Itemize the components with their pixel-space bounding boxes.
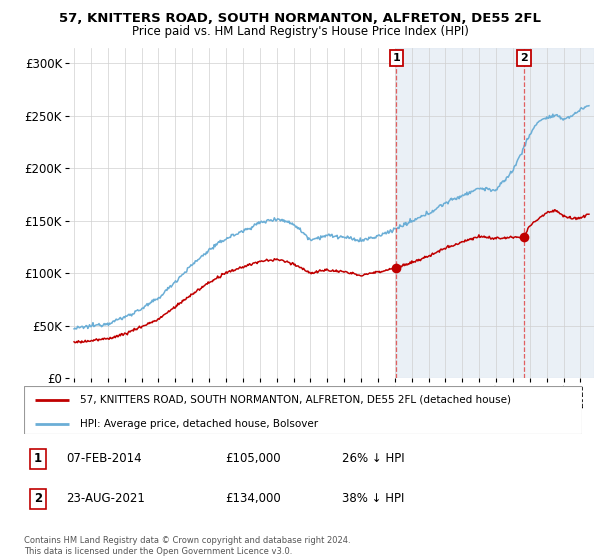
- Text: 07-FEB-2014: 07-FEB-2014: [66, 452, 142, 465]
- Text: 23-AUG-2021: 23-AUG-2021: [66, 492, 145, 505]
- Text: Contains HM Land Registry data © Crown copyright and database right 2024.
This d: Contains HM Land Registry data © Crown c…: [24, 536, 350, 556]
- Bar: [397, 48, 594, 378]
- Text: 57, KNITTERS ROAD, SOUTH NORMANTON, ALFRETON, DE55 2FL (detached house): 57, KNITTERS ROAD, SOUTH NORMANTON, ALFR…: [80, 395, 511, 405]
- Text: 2: 2: [34, 492, 42, 505]
- Text: Price paid vs. HM Land Registry's House Price Index (HPI): Price paid vs. HM Land Registry's House …: [131, 25, 469, 38]
- Text: 57, KNITTERS ROAD, SOUTH NORMANTON, ALFRETON, DE55 2FL: 57, KNITTERS ROAD, SOUTH NORMANTON, ALFR…: [59, 12, 541, 25]
- Text: £134,000: £134,000: [225, 492, 281, 505]
- Text: 2: 2: [520, 53, 527, 63]
- Text: 1: 1: [34, 452, 42, 465]
- Text: 26% ↓ HPI: 26% ↓ HPI: [342, 452, 404, 465]
- Text: £105,000: £105,000: [225, 452, 281, 465]
- Text: 38% ↓ HPI: 38% ↓ HPI: [342, 492, 404, 505]
- Text: HPI: Average price, detached house, Bolsover: HPI: Average price, detached house, Bols…: [80, 418, 318, 428]
- Text: 1: 1: [392, 53, 400, 63]
